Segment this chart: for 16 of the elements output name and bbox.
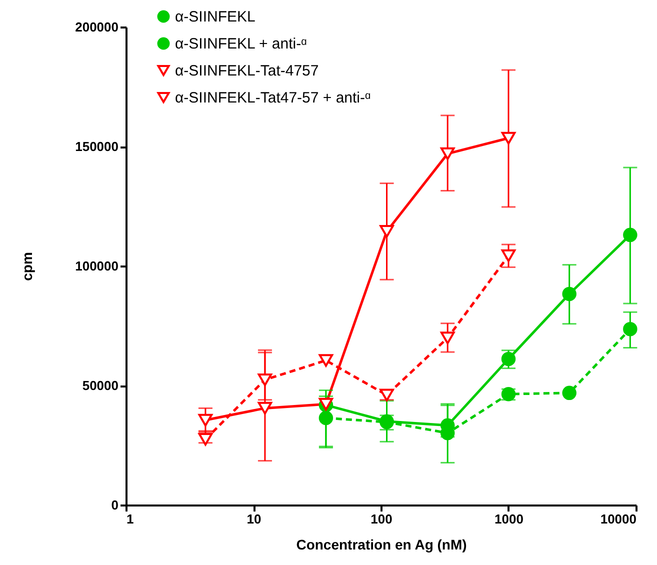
- x-tick-label: 1000: [494, 512, 524, 526]
- y-tick-label: 200000: [75, 20, 118, 34]
- x-axis-title: Concentration en Ag (nM): [296, 536, 467, 552]
- x-tick-label: 1: [126, 512, 134, 526]
- legend-label: α-SIINFEKL: [175, 8, 256, 26]
- y-axis-title: cpm: [19, 252, 36, 281]
- y-tick-label: 0: [111, 498, 118, 512]
- legend-label: α-SIINFEKL + anti-ᵅ: [175, 36, 308, 52]
- x-tick-label: 10: [246, 512, 262, 526]
- y-tick-label: 150000: [75, 139, 118, 154]
- legend-label: α-SIINFEKL-Tat-4757: [175, 62, 319, 80]
- x-tick-label: 10000: [600, 512, 636, 526]
- y-tick-label: 50000: [82, 378, 118, 393]
- y-tick-label: 100000: [75, 258, 118, 274]
- legend-label: α-SIINFEKL-Tat47-57 + anti-ᵅ: [175, 90, 371, 106]
- x-tick-label: 100: [370, 512, 392, 526]
